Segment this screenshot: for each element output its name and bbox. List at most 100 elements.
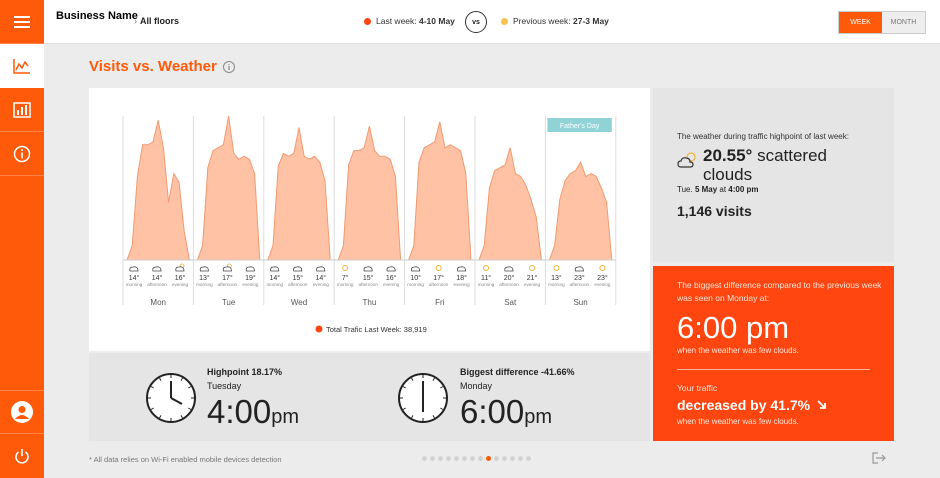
- sidebar: [0, 0, 44, 478]
- temp-label: 23°: [574, 274, 585, 282]
- traffic-change: decreased by 41.7%: [677, 397, 827, 413]
- footnote: * All data relies on Wi-Fi enabled mobil…: [89, 455, 282, 464]
- floor-selector[interactable]: All floors: [140, 16, 180, 26]
- traffic-area-sun[interactable]: [548, 160, 613, 261]
- temp-label: 13°: [199, 274, 210, 282]
- temp-label: 16°: [175, 274, 186, 282]
- page-dot[interactable]: [502, 456, 507, 461]
- traffic-area-mon[interactable]: [126, 120, 190, 261]
- temp-label: 14°: [129, 274, 140, 282]
- cloud-icon: [457, 266, 467, 272]
- diff-time: 6:00 pm: [677, 310, 790, 345]
- cloud-icon: [293, 266, 303, 272]
- info-icon[interactable]: i: [223, 61, 235, 73]
- page-dot[interactable]: [486, 456, 491, 461]
- page-dot[interactable]: [470, 456, 475, 461]
- cloud-icon: [316, 266, 326, 272]
- business-name: Business Name: [52, 8, 140, 32]
- period-label: afternoon: [499, 282, 519, 287]
- period-label: morning: [266, 282, 283, 287]
- page-dot[interactable]: [518, 456, 523, 461]
- period-label: evening: [383, 282, 400, 287]
- clock-icon: [146, 373, 196, 423]
- top-bar: Business Name › All floors Last week: 4-…: [44, 0, 940, 44]
- period-label: morning: [337, 282, 354, 287]
- temp-label: 10°: [410, 274, 421, 282]
- period-label: afternoon: [218, 282, 238, 287]
- traffic-area-sat[interactable]: [478, 147, 542, 261]
- sidebar-item-reports[interactable]: [0, 88, 44, 132]
- cloud-icon: [270, 266, 280, 272]
- prev-week-dot: [501, 18, 508, 26]
- cloud-icon: [363, 266, 373, 272]
- traffic-area-wed[interactable]: [267, 127, 331, 261]
- line-chart-icon: [13, 58, 30, 74]
- period-label: afternoon: [147, 282, 167, 287]
- chart-card: 14° morning 14° afternoon 16° evening Mon 13° mo…: [89, 88, 650, 351]
- temp-label: 17°: [433, 274, 444, 282]
- pagination-dots[interactable]: [422, 456, 531, 461]
- page-dot[interactable]: [438, 456, 443, 461]
- sidebar-item-info[interactable]: [0, 132, 44, 176]
- weather-date: Tue. 5 May at 4:00 pm: [677, 185, 759, 194]
- cloud-icon: [199, 266, 209, 272]
- period-label: evening: [594, 282, 611, 287]
- period-label: afternoon: [570, 282, 590, 287]
- page-dot[interactable]: [510, 456, 515, 461]
- period-label: morning: [548, 282, 565, 287]
- page-dot[interactable]: [422, 456, 427, 461]
- sun-icon: [529, 265, 535, 271]
- cloud-icon: [574, 266, 584, 272]
- period-label: evening: [242, 282, 259, 287]
- page-dot[interactable]: [462, 456, 467, 461]
- hamburger-icon: [14, 15, 30, 28]
- traffic-area-fri[interactable]: [407, 121, 472, 261]
- page-dot[interactable]: [454, 456, 459, 461]
- period-label: evening: [524, 282, 541, 287]
- page-dot[interactable]: [430, 456, 435, 461]
- sun-icon: [435, 265, 442, 271]
- page-dot[interactable]: [494, 456, 499, 461]
- cloud-icon: [386, 266, 396, 272]
- sun-icon: [599, 265, 606, 271]
- cloud-icon: [504, 266, 514, 272]
- difference-card: The biggest difference compared to the p…: [653, 266, 894, 441]
- sidebar-item-analytics[interactable]: [0, 44, 44, 88]
- traffic-area-tue[interactable]: [196, 115, 261, 261]
- temp-label: 13°: [551, 274, 562, 282]
- weather-summary: 20.55° scattered clouds: [703, 146, 828, 184]
- sidebar-item-profile[interactable]: [0, 390, 44, 434]
- diff-sub: when the weather was few clouds.: [677, 346, 799, 355]
- sun-cloud-icon: [175, 263, 185, 272]
- period-label: evening: [454, 282, 471, 287]
- exit-icon[interactable]: [872, 452, 886, 467]
- page-dot[interactable]: [446, 456, 451, 461]
- temp-label: 14°: [270, 274, 281, 282]
- month-toggle-button[interactable]: MONTH: [882, 12, 925, 33]
- day-label: Mon: [150, 298, 166, 307]
- diff-intro: The biggest difference compared to the p…: [677, 280, 882, 303]
- page-dot[interactable]: [478, 456, 483, 461]
- sun-icon: [342, 265, 349, 271]
- day-label: Wed: [291, 298, 307, 307]
- cloud-icon: [129, 266, 139, 272]
- menu-button[interactable]: [0, 0, 44, 44]
- temp-label: 11°: [481, 274, 491, 282]
- period-label: afternoon: [429, 282, 449, 287]
- visits-chart: 14°morning14°afternoon16°eveningMon13°mo…: [122, 115, 617, 334]
- week-toggle-button[interactable]: WEEK: [839, 12, 882, 33]
- avatar-icon: [11, 401, 33, 423]
- temp-label: 14°: [152, 274, 163, 282]
- temp-label: 16°: [386, 274, 397, 282]
- period-label: morning: [126, 282, 143, 287]
- temp-label: 20°: [504, 274, 515, 282]
- period-toggle: WEEK MONTH: [838, 11, 926, 34]
- sidebar-item-logout[interactable]: [0, 434, 44, 478]
- temp-label: 23°: [597, 274, 608, 282]
- sun-cloud-icon: [677, 152, 696, 168]
- page-dot[interactable]: [526, 456, 531, 461]
- day-label: Tue: [222, 298, 236, 307]
- day-label: Fri: [435, 298, 445, 307]
- traffic-area-thu[interactable]: [337, 125, 402, 261]
- divider: [677, 369, 870, 370]
